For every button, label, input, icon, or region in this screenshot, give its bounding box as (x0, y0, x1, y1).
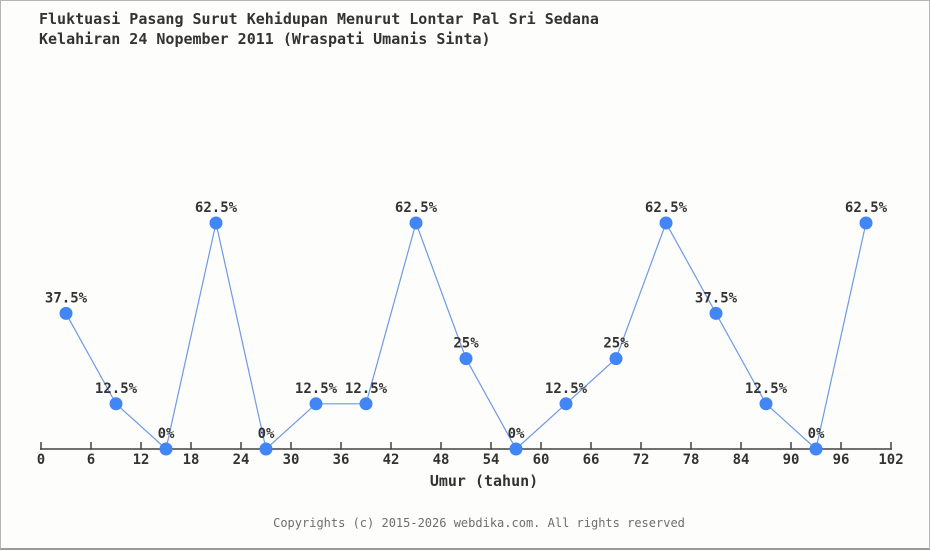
data-point-marker (709, 306, 723, 320)
chart-title-line2: Kelahiran 24 Nopember 2011 (Wraspati Uma… (39, 30, 491, 48)
data-point-marker (759, 397, 773, 411)
data-point-marker (459, 352, 473, 366)
data-point-label: 62.5% (195, 200, 238, 216)
chart-title: Fluktuasi Pasang Surut Kehidupan Menurut… (39, 9, 599, 49)
x-axis-tick-label: 102 (878, 452, 903, 468)
data-point-marker (159, 442, 173, 456)
x-axis-tick-label: 12 (133, 452, 150, 468)
x-axis-tick-label: 90 (783, 452, 800, 468)
x-axis-tick-label: 72 (633, 452, 650, 468)
data-point-marker (109, 397, 123, 411)
x-axis-tick-label: 6 (87, 452, 95, 468)
data-point-label: 62.5% (395, 200, 438, 216)
x-axis-tick-label: 42 (383, 452, 400, 468)
data-point-label: 25% (603, 336, 629, 352)
data-point-label: 12.5% (95, 381, 138, 397)
data-point-marker (309, 397, 323, 411)
data-point-marker (509, 442, 523, 456)
x-axis-tick-label: 0 (37, 452, 45, 468)
x-axis-tick-label: 48 (433, 452, 450, 468)
data-point-label: 0% (158, 426, 175, 442)
x-axis-tick-label: 24 (233, 452, 250, 468)
data-point-marker (209, 216, 223, 230)
x-axis-tick-label: 96 (833, 452, 850, 468)
x-axis-tick-label: 78 (683, 452, 700, 468)
data-point-label: 37.5% (695, 290, 738, 306)
data-point-marker (259, 442, 273, 456)
x-axis-title: Umur (tahun) (429, 472, 539, 490)
data-point-marker (59, 306, 73, 320)
data-point-label: 12.5% (545, 381, 588, 397)
data-point-label: 62.5% (845, 200, 888, 216)
data-point-marker (809, 442, 823, 456)
data-point-label: 12.5% (345, 381, 388, 397)
x-axis-tick-label: 66 (583, 452, 600, 468)
data-point-label: 62.5% (645, 200, 688, 216)
data-point-marker (359, 397, 373, 411)
x-axis-tick-label: 54 (483, 452, 500, 468)
x-axis-tick-label: 18 (183, 452, 200, 468)
chart-title-line1: Fluktuasi Pasang Surut Kehidupan Menurut… (39, 10, 599, 28)
data-point-label: 0% (508, 426, 525, 442)
copyright-text: Copyrights (c) 2015-2026 webdika.com. Al… (273, 516, 685, 530)
x-axis-tick-label: 84 (733, 452, 750, 468)
data-point-marker (409, 216, 423, 230)
x-axis-tick-label: 60 (533, 452, 550, 468)
data-point-label: 12.5% (295, 381, 338, 397)
data-point-label: 0% (808, 426, 825, 442)
data-point-marker (659, 216, 673, 230)
data-point-label: 25% (453, 336, 479, 352)
data-point-marker (609, 352, 623, 366)
x-axis-tick-label: 30 (283, 452, 300, 468)
data-point-marker (859, 216, 873, 230)
x-axis-tick-label: 36 (333, 452, 350, 468)
data-point-label: 12.5% (745, 381, 788, 397)
data-point-label: 37.5% (45, 290, 88, 306)
data-point-marker (559, 397, 573, 411)
data-point-label: 0% (258, 426, 275, 442)
